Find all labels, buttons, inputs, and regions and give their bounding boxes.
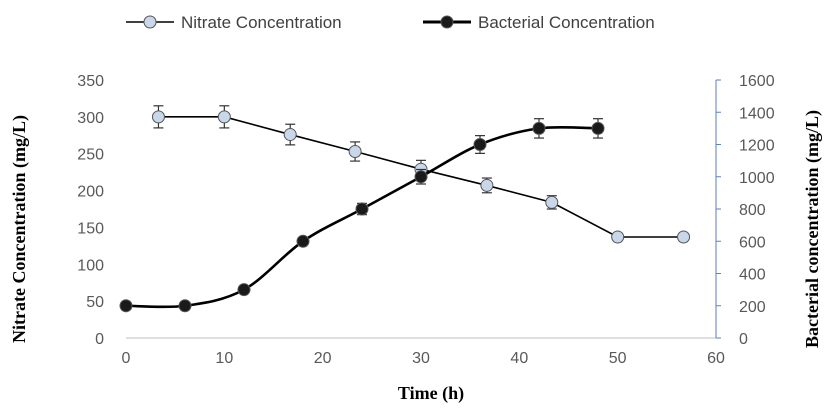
data-point — [545, 195, 559, 209]
legend-marker — [440, 15, 454, 29]
data-point — [473, 138, 487, 151]
data-point — [348, 145, 362, 159]
right-y-tick-label: 400 — [739, 267, 766, 284]
legend-item-nitrate: Nitrate Concentration — [126, 13, 342, 32]
data-point — [611, 230, 625, 244]
left-y-tick-label: 0 — [95, 331, 104, 348]
x-tick-label: 20 — [314, 350, 332, 367]
right-y-axis-title: Bacterial concentration (mg/L) — [802, 110, 823, 348]
right-y-tick-label: 200 — [739, 299, 766, 316]
axes: 0 10 20 30 40 50 60050100150200250300350020040… — [77, 73, 774, 367]
x-tick-label: 30 — [412, 350, 430, 367]
right-y-tick-label: 1400 — [739, 105, 775, 122]
right-y-tick-label: 600 — [739, 234, 766, 251]
right-y-tick-label: 1600 — [739, 73, 775, 90]
data-point — [119, 299, 133, 313]
right-y-tick-label: 800 — [739, 202, 766, 219]
legend: Nitrate Concentration Bacterial Concentra… — [126, 13, 655, 32]
right-y-tick-label: 0 — [739, 331, 748, 348]
legend-label: Bacterial Concentration — [478, 13, 655, 32]
left-y-tick-label: 100 — [77, 257, 104, 274]
legend-item-bacterial: Bacterial Concentration — [423, 13, 655, 32]
right-y-tick-label: 1000 — [739, 170, 775, 187]
left-y-tick-label: 300 — [77, 110, 104, 127]
x-tick-label: 60 — [707, 350, 725, 367]
legend-marker — [143, 15, 157, 29]
data-point — [296, 234, 310, 248]
data-point — [283, 128, 297, 142]
data-point — [217, 110, 231, 124]
series-layer — [119, 105, 691, 313]
x-axis-title: Time (h) — [398, 383, 464, 404]
data-point — [414, 170, 428, 184]
left-y-tick-label: 50 — [86, 294, 104, 311]
left-y-axis-title: Nitrate Concentration (mg/L) — [9, 115, 30, 343]
left-y-tick-label: 350 — [77, 73, 104, 90]
data-point — [178, 299, 192, 313]
x-tick-label: 50 — [609, 350, 627, 367]
x-tick-label: 0 — [122, 350, 131, 367]
right-y-tick-label: 1200 — [739, 138, 775, 155]
legend-label: Nitrate Concentration — [181, 13, 342, 32]
series-bacterial — [119, 118, 605, 313]
data-point — [532, 121, 546, 135]
data-point — [677, 230, 691, 244]
left-y-tick-label: 250 — [77, 147, 104, 164]
x-tick-label: 10 — [215, 350, 233, 367]
x-tick-label: 40 — [510, 350, 528, 367]
data-point — [480, 178, 494, 192]
data-point — [237, 283, 251, 297]
left-y-tick-label: 200 — [77, 184, 104, 201]
data-point — [151, 110, 165, 124]
data-point — [591, 121, 605, 135]
data-point — [355, 202, 369, 216]
left-y-tick-label: 150 — [77, 220, 104, 237]
